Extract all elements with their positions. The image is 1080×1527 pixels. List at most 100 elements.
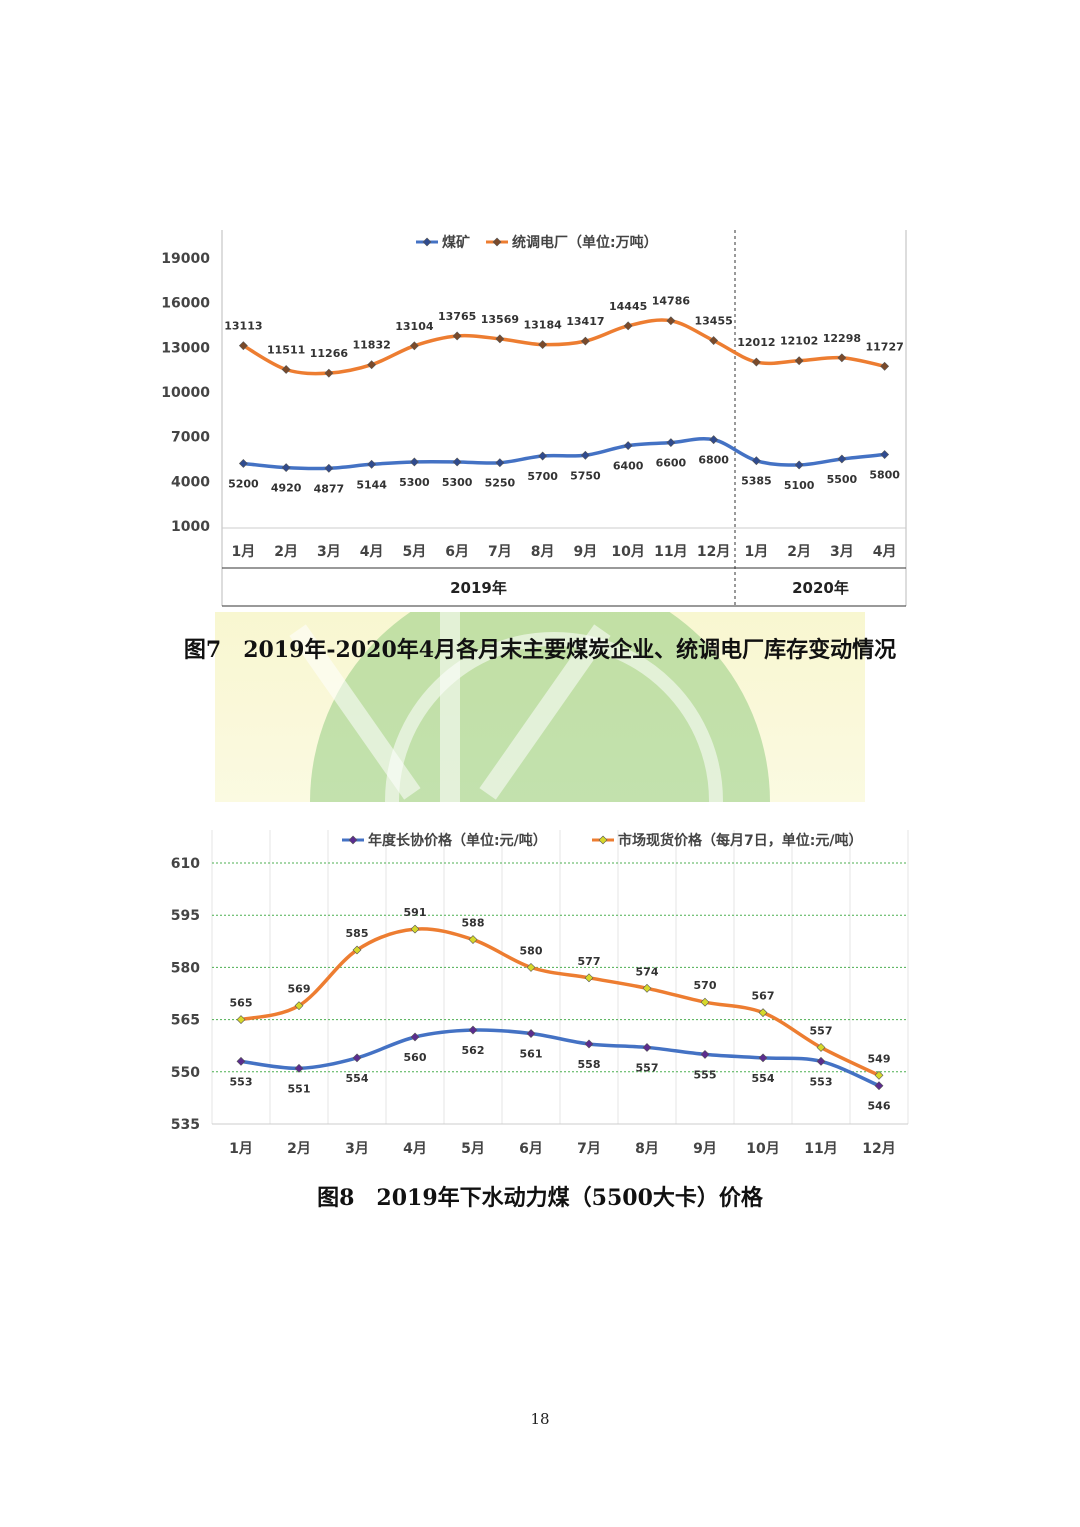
data-point xyxy=(294,1063,304,1073)
series-line-contract-price xyxy=(240,1028,880,1088)
legend-contract-price-marker xyxy=(348,835,358,845)
data-point xyxy=(238,341,248,351)
data-point xyxy=(874,1070,884,1080)
data-point xyxy=(709,336,719,345)
data-label: 13455 xyxy=(694,315,732,328)
data-label: 567 xyxy=(752,990,775,1003)
data-label: 5100 xyxy=(784,479,815,492)
data-label: 13184 xyxy=(523,319,562,332)
legend-coal-mine-marker xyxy=(422,237,432,247)
legend-label-coal-mine: 煤矿 xyxy=(442,234,470,251)
data-label: 5750 xyxy=(570,469,601,482)
data-point xyxy=(324,463,334,473)
data-point xyxy=(751,456,761,466)
data-point xyxy=(837,454,847,464)
series-line-spot-price xyxy=(240,927,880,1077)
data-point xyxy=(580,336,590,346)
x-tick-label: 2月 xyxy=(787,544,811,560)
data-label: 553 xyxy=(810,1075,833,1088)
data-label: 554 xyxy=(346,1072,369,1085)
data-point xyxy=(874,1081,884,1091)
data-label: 12012 xyxy=(737,336,775,349)
series-line-coal-mine xyxy=(243,436,885,471)
x-tick-label: 5月 xyxy=(461,1141,485,1157)
data-label: 12102 xyxy=(780,335,818,348)
x-tick-label: 3月 xyxy=(345,1141,369,1157)
page-number: 18 xyxy=(530,1410,550,1428)
data-point xyxy=(409,457,419,467)
figure8-caption: 图8 2019年下水动力煤（5500大卡）价格 xyxy=(317,1185,763,1211)
data-label: 554 xyxy=(752,1072,775,1085)
figure7-caption: 图7 2019年-2020年4月各月末主要煤炭企业、统调电厂库存变动情况 xyxy=(183,637,897,663)
data-point xyxy=(837,353,847,363)
data-label: 14786 xyxy=(652,295,691,308)
data-point xyxy=(880,450,890,459)
data-point xyxy=(758,1008,768,1018)
year-group-label: 2020年 xyxy=(792,579,849,597)
y-tick-label: 595 xyxy=(171,908,200,924)
data-point xyxy=(816,1043,826,1052)
data-label: 5500 xyxy=(827,473,858,486)
data-point xyxy=(880,361,890,371)
data-point xyxy=(281,365,291,374)
data-point xyxy=(816,1056,826,1066)
data-label: 574 xyxy=(636,965,659,978)
data-label: 11511 xyxy=(267,344,305,357)
data-point xyxy=(526,962,536,972)
data-point xyxy=(410,1032,420,1042)
data-point xyxy=(238,459,248,468)
x-tick-label: 12月 xyxy=(862,1141,895,1157)
data-label: 14445 xyxy=(609,300,647,313)
data-label: 5144 xyxy=(356,478,387,491)
y-tick-label: 580 xyxy=(171,960,200,976)
y-tick-label: 535 xyxy=(171,1117,200,1133)
data-point xyxy=(584,973,594,983)
data-point xyxy=(468,935,478,944)
legend-power-plant-marker xyxy=(492,237,502,247)
price-line-chart: 610 595 580 565 550 535 1月 2月 3月 4月 5月 6月 7月 8月 9月 10月 1… xyxy=(160,820,920,1165)
x-tick-label: 6月 xyxy=(519,1141,543,1157)
data-label: 549 xyxy=(868,1052,891,1065)
data-label: 5700 xyxy=(527,470,558,483)
data-point xyxy=(294,1001,304,1011)
data-label: 6800 xyxy=(698,454,729,467)
price-chart-svg: 610 595 580 565 550 535 1月 2月 3月 4月 5月 6月 7月 8月 9月 10月 1… xyxy=(171,830,909,1157)
data-point xyxy=(794,460,804,470)
data-point xyxy=(623,321,633,331)
y-tick-label: 10000 xyxy=(161,385,210,401)
data-point xyxy=(452,331,462,341)
x-tick-label: 10月 xyxy=(746,1141,779,1157)
data-label: 13104 xyxy=(395,320,434,333)
data-point xyxy=(236,1015,246,1025)
data-point xyxy=(666,438,676,448)
x-tick-label: 2月 xyxy=(287,1141,311,1157)
x-tick-label: 9月 xyxy=(574,544,598,560)
data-label: 11266 xyxy=(310,347,349,360)
data-label: 6600 xyxy=(656,457,687,470)
y-tick-label: 4000 xyxy=(171,474,210,490)
data-point xyxy=(794,356,804,366)
inventory-line-chart: 19000 16000 13000 10000 7000 4000 1000 1月 2月 3月 4月… xyxy=(160,222,920,612)
data-label: 562 xyxy=(462,1044,485,1057)
data-point xyxy=(700,997,710,1007)
watermark-logo xyxy=(215,612,865,802)
data-label: 553 xyxy=(230,1075,253,1088)
data-label: 588 xyxy=(462,917,485,930)
data-label: 577 xyxy=(578,955,601,968)
data-label: 561 xyxy=(520,1048,543,1061)
x-tick-label: 2月 xyxy=(274,544,298,560)
data-label: 546 xyxy=(868,1100,891,1113)
data-label: 13417 xyxy=(566,315,604,328)
year-group-label: 2019年 xyxy=(450,579,507,597)
data-label: 12298 xyxy=(823,332,861,345)
legend-label-contract-price: 年度长协价格（单位:元/吨） xyxy=(368,832,547,849)
data-point xyxy=(452,457,462,467)
data-point xyxy=(526,1029,536,1038)
x-tick-label: 4月 xyxy=(403,1141,427,1157)
x-tick-label: 8月 xyxy=(531,544,555,560)
data-point xyxy=(666,316,676,326)
data-label: 13765 xyxy=(438,310,476,323)
y-tick-label: 7000 xyxy=(171,430,210,446)
data-point xyxy=(623,441,633,451)
y-tick-label: 610 xyxy=(171,856,200,872)
